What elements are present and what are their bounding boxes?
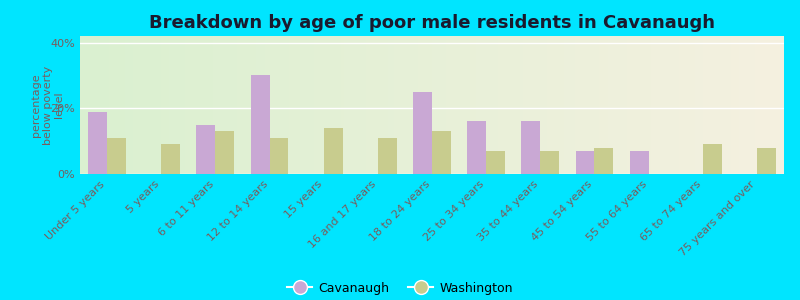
Y-axis label: percentage
below poverty
level: percentage below poverty level [31,65,64,145]
Title: Breakdown by age of poor male residents in Cavanaugh: Breakdown by age of poor male residents … [149,14,715,32]
Bar [757,148,776,174]
Bar [594,148,614,174]
Bar [197,125,215,174]
Bar [702,144,722,174]
Bar [432,131,451,174]
Bar [215,131,234,174]
Bar [270,138,289,174]
Bar [467,122,486,174]
Legend: Cavanaugh, Washington: Cavanaugh, Washington [282,277,518,300]
Bar [540,151,559,174]
Bar [413,92,432,174]
Bar [107,138,126,174]
Bar [522,122,540,174]
Bar [575,151,594,174]
Bar [88,112,107,174]
Bar [486,151,505,174]
Bar [162,144,180,174]
Bar [324,128,342,174]
Bar [378,138,397,174]
Bar [250,75,270,174]
Bar [630,151,649,174]
